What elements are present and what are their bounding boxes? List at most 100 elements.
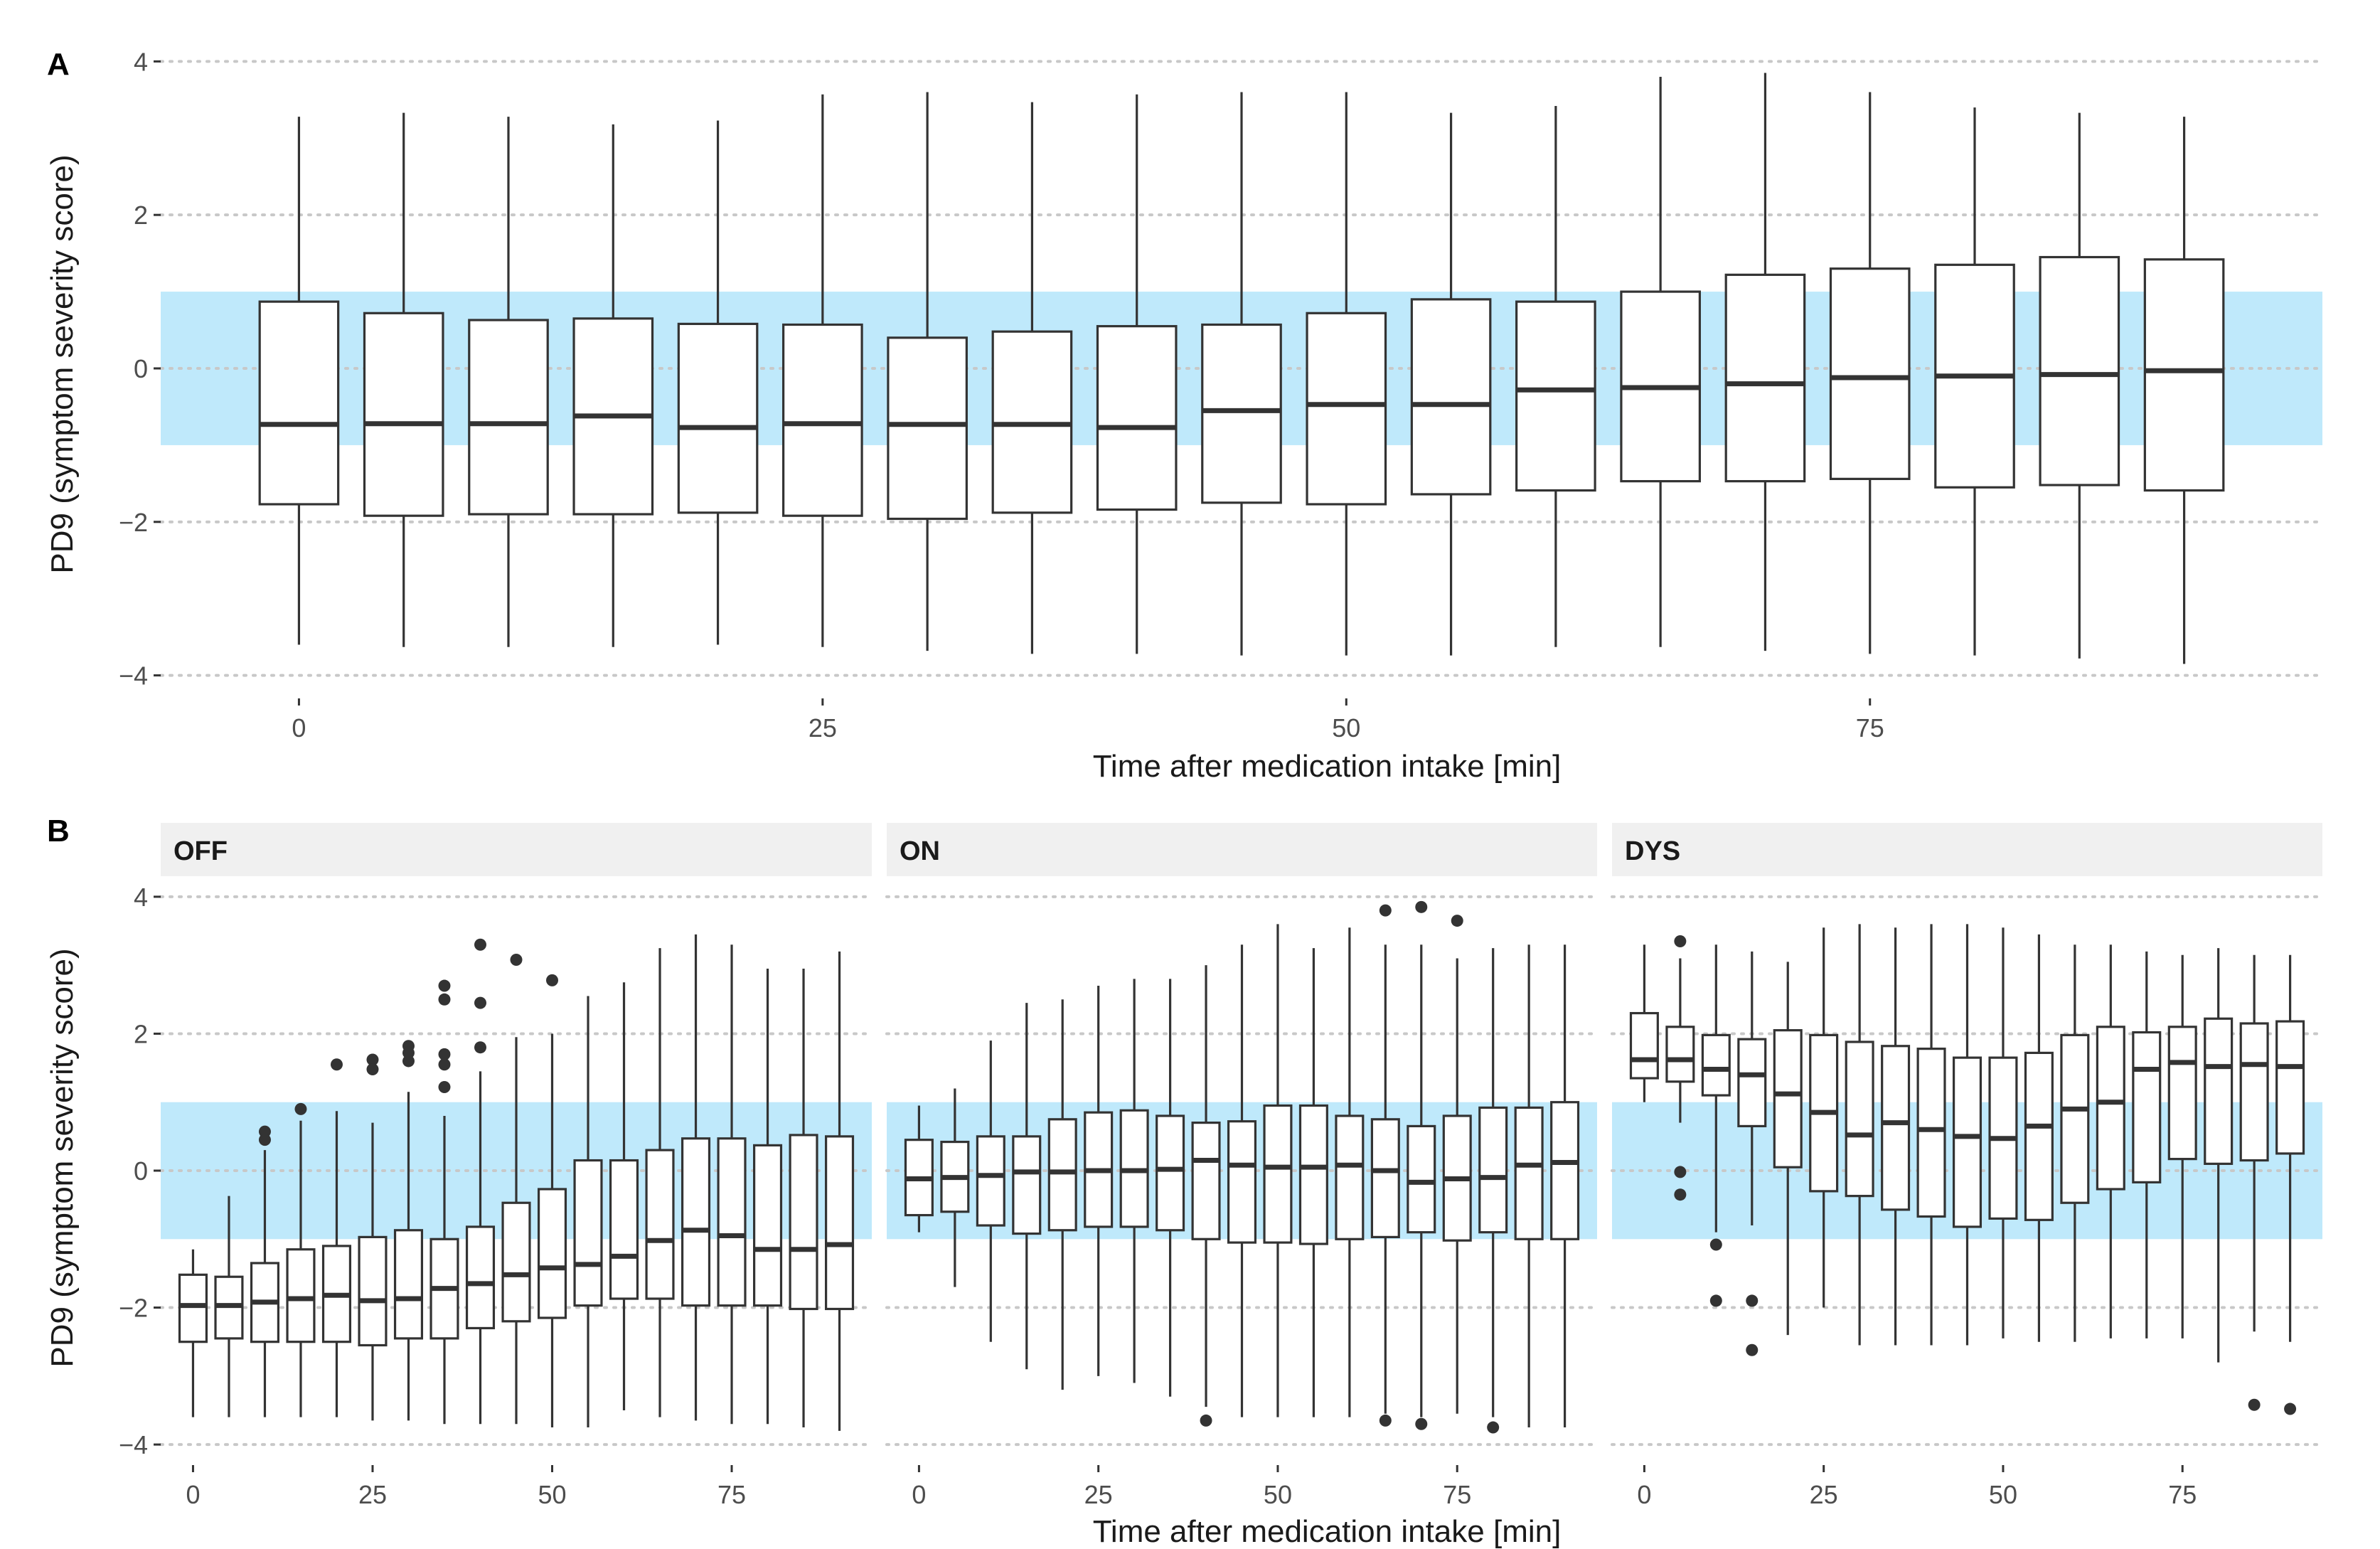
facet-dys-box-t15 (1737, 951, 1767, 1226)
panel-a-box-body (1201, 323, 1282, 504)
panel-a-box-body (363, 312, 444, 517)
facet-strip-label: ON (900, 836, 940, 866)
facet-off-box-t40 (465, 1071, 496, 1425)
panel-a-box-body (468, 319, 549, 516)
facet-on-x-tick-label: 0 (912, 1480, 926, 1509)
facet-off-y-tick-label: −2 (119, 1294, 148, 1323)
facet-dys-box-t10 (1701, 944, 1731, 1233)
panel-b-x-axis-title: Time after medication intake [min] (1093, 1514, 1562, 1549)
facet-dys-box-body (1916, 1048, 1946, 1218)
facet-dys-box-body (1629, 1011, 1659, 1080)
panel-a-box-body (782, 323, 863, 517)
panel-a-box-t20 (677, 120, 759, 645)
facet-off-y-tick-label: 4 (134, 883, 148, 912)
facet-on-box-body (1550, 1101, 1580, 1240)
facet-off-box-t90 (825, 951, 855, 1431)
facet-off-box-body (717, 1137, 747, 1307)
facet-off-y-tick-label: 2 (134, 1019, 148, 1048)
facet-off-box-t65 (645, 948, 675, 1417)
facet-off-outlier-point (438, 1048, 451, 1060)
panel-b-tag: B (47, 814, 70, 848)
panel-a-x-axis-title: Time after medication intake [min] (1093, 749, 1562, 784)
facet-dys-box-body (1701, 1033, 1731, 1097)
facet-dys-box-body (2275, 1020, 2305, 1155)
facet-dys-box-t25 (1809, 927, 1839, 1308)
panel-a-box-t85 (2039, 112, 2120, 659)
panel-a-box-body (1306, 312, 1387, 506)
facet-off-box-body (609, 1159, 639, 1300)
panel-a-box-t25 (782, 94, 863, 647)
facet-off-box-t15 (286, 1120, 316, 1417)
facet-on-outlier-point (1487, 1421, 1500, 1434)
facet-off-outlier-point (438, 1081, 451, 1094)
panel-a-box-t90 (2143, 117, 2225, 664)
facet-off-y-tick-label: −4 (119, 1430, 148, 1459)
panel-a-box-t35 (991, 102, 1073, 654)
panel-a-box-t30 (887, 92, 968, 651)
facet-on-box-t5 (940, 1088, 970, 1287)
panel-a-y-tick-label: 2 (134, 201, 148, 230)
facet-off-box-body (752, 1144, 783, 1307)
facet-dys-box-t40 (1916, 924, 1946, 1346)
facet-on-box-body (1298, 1104, 1328, 1245)
facet-off-box-t60 (609, 982, 639, 1410)
panel-a-box-body (677, 322, 759, 514)
facet-dys-outlier-point (1674, 1166, 1687, 1178)
facet-off-outlier-point (366, 1063, 379, 1076)
facet-off-box-body (573, 1159, 603, 1307)
facet-on-box-t55 (1298, 948, 1328, 1417)
facet-on-outlier-point (1200, 1414, 1212, 1427)
facet-off-outlier-point (402, 1055, 415, 1068)
facet-off-box-t75 (717, 944, 747, 1425)
facet-on-box-body (1514, 1106, 1544, 1240)
facet-on-outlier-point (1415, 900, 1428, 913)
facet-dys-box-body (1952, 1056, 1983, 1228)
facet-off-outlier-point (474, 938, 486, 951)
facet-dys-box-body (1665, 1026, 1695, 1083)
panel-a-box-t0 (258, 117, 340, 645)
facet-dys-box-t70 (2132, 951, 2162, 1338)
facet-off-outlier-point (438, 1058, 451, 1071)
facet-off-box-t30 (393, 1092, 424, 1421)
panel-a-box-t75 (1829, 92, 1911, 654)
panel-a-box-t10 (468, 117, 549, 647)
facet-off-box-t20 (321, 1111, 352, 1417)
facet-on-outlier-point (1451, 915, 1463, 927)
facet-on-box-body (1478, 1106, 1508, 1234)
facet-dys-box-body (2204, 1017, 2234, 1165)
facet-off-outlier-point (366, 1053, 379, 1066)
facet-off-box-body (645, 1149, 675, 1300)
facet-dys-box-t30 (1845, 924, 1874, 1346)
facet-dys-x-tick-label: 25 (1810, 1480, 1838, 1509)
facet-dys-box-t65 (2096, 944, 2125, 1338)
facet-off-box-body (178, 1273, 208, 1343)
facet-off-box-t5 (214, 1196, 244, 1417)
facet-on-box-t45 (1227, 944, 1257, 1417)
panel-a-x-tick-label: 25 (809, 713, 837, 742)
panel-a-box-body (1515, 300, 1596, 492)
facet-on-box-t80 (1478, 948, 1508, 1417)
facet-off-box-t70 (681, 934, 711, 1421)
facet-on-box-body (1047, 1118, 1077, 1232)
facet-dys-box-t80 (2204, 948, 2234, 1363)
panel-a-y-tick-label: −2 (119, 508, 148, 537)
panel-a-box-t5 (363, 112, 444, 647)
facet-off-box-body (825, 1135, 855, 1311)
facet-on-x-tick-label: 50 (1264, 1480, 1292, 1509)
facet-on: ON 0 25 50 75 (885, 823, 1599, 1509)
facet-off-box-body (393, 1229, 424, 1340)
panel-a-x-tick-label: 50 (1332, 713, 1360, 742)
facet-dys-outlier-point (1709, 1294, 1722, 1307)
panel-a-x-tick-label: 75 (1856, 713, 1884, 742)
facet-strip-label: DYS (1625, 836, 1680, 866)
facet-dys-box-body (1881, 1045, 1911, 1211)
facet-on-box-t85 (1514, 944, 1544, 1428)
facet-off-box-body (681, 1137, 711, 1307)
facet-off-box-body (358, 1235, 388, 1347)
facet-on-box-t65 (1370, 944, 1400, 1414)
panel-a-y-tick-label: −4 (119, 661, 148, 691)
panel-a-tag: A (47, 47, 70, 82)
facet-on-box-t40 (1191, 965, 1221, 1407)
facet-on-box-t30 (1119, 979, 1149, 1383)
facet-off-box-t50 (537, 1033, 567, 1428)
